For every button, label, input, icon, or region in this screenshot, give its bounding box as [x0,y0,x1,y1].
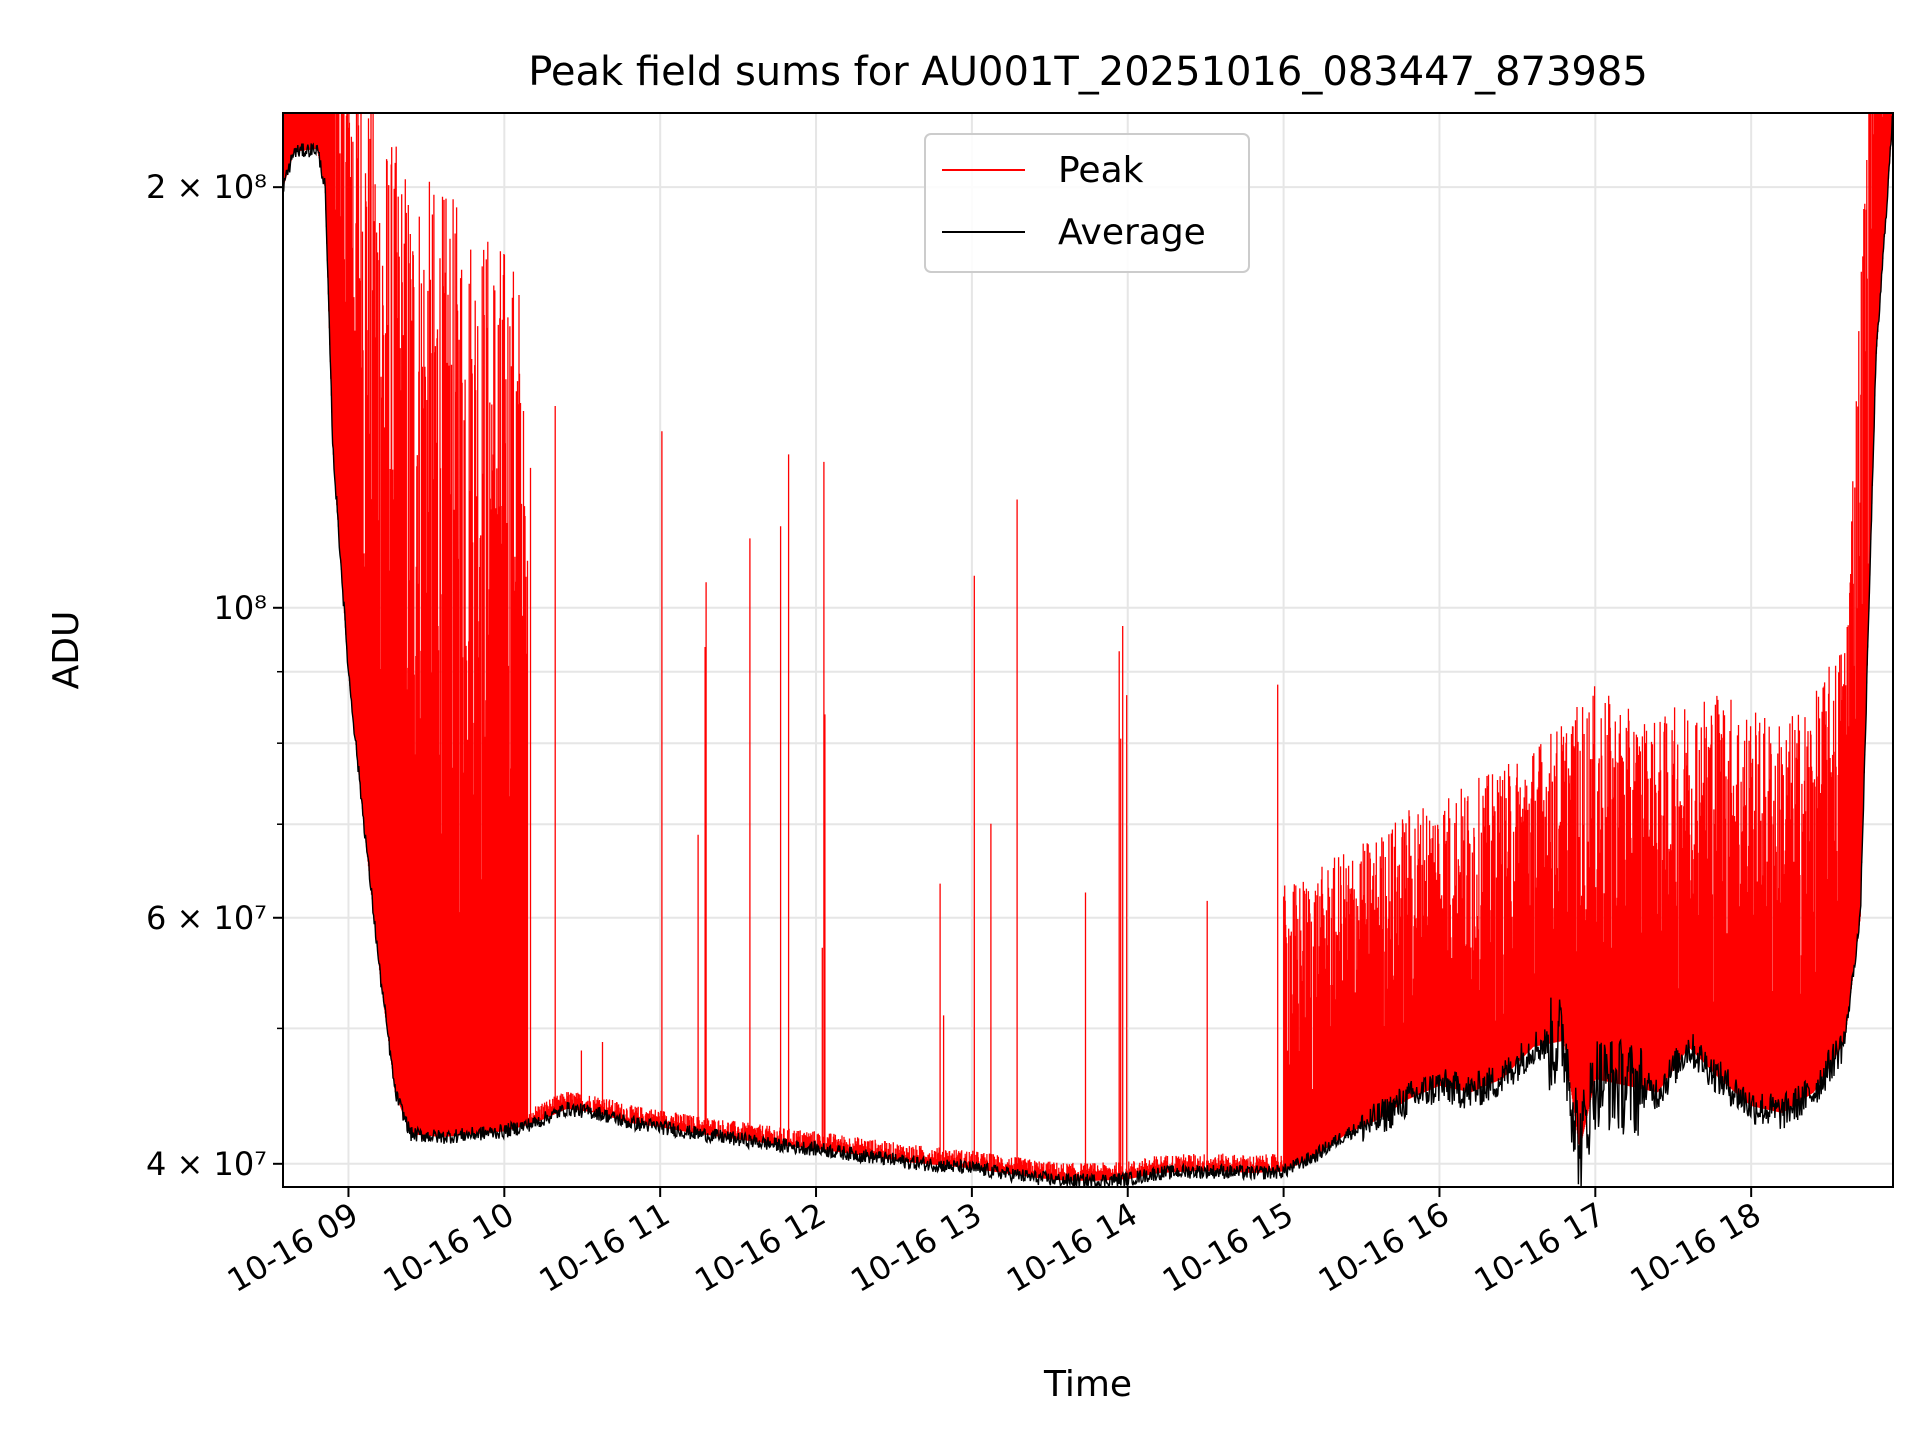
legend-average-label: Average [1058,212,1206,253]
plot-frame [282,112,1894,1188]
y-tick-label: 4 × 10⁷ [146,1145,267,1183]
legend: Peak Average [924,133,1250,273]
chart-title: Peak field sums for AU001T_20251016_0834… [528,49,1648,95]
y-tick-label: 6 × 10⁷ [146,899,267,937]
y-tick-label: 2 × 10⁸ [146,168,267,206]
series-peak-line [283,113,1893,1181]
y-axis: 4 × 10⁷ 6 × 10⁷ 10⁸ 2 × 10⁸ [146,168,283,1183]
x-axis-label: Time [1043,1364,1132,1405]
y-tick-label: 10⁸ [213,589,267,627]
legend-box [924,133,1250,273]
legend-peak-label: Peak [1058,150,1144,191]
y-axis-label: ADU [46,611,87,690]
